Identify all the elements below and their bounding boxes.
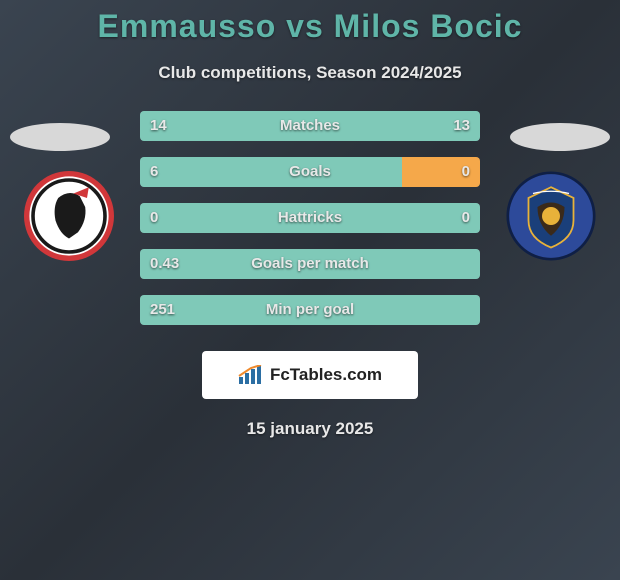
stat-value-right: 0 [462, 157, 470, 187]
brand-badge[interactable]: FcTables.com [202, 351, 418, 399]
stat-value-right: 13 [453, 111, 470, 141]
stat-value-right: 0 [462, 203, 470, 233]
stats-list: 14 Matches 13 6 Goals 0 0 Hattricks 0 0.… [140, 111, 480, 341]
chart-icon [238, 365, 262, 385]
stat-row-matches: 14 Matches 13 [140, 111, 480, 141]
stat-label: Min per goal [140, 295, 480, 325]
stat-row-min-per-goal: 251 Min per goal [140, 295, 480, 325]
comparison-panel: 14 Matches 13 6 Goals 0 0 Hattricks 0 0.… [0, 111, 620, 341]
stat-row-hattricks: 0 Hattricks 0 [140, 203, 480, 233]
club-badge-left [24, 171, 114, 261]
stat-row-goals: 6 Goals 0 [140, 157, 480, 187]
stat-label: Goals [140, 157, 480, 187]
player-slot-right [510, 123, 610, 151]
player-slot-left [10, 123, 110, 151]
stat-label: Hattricks [140, 203, 480, 233]
stat-row-goals-per-match: 0.43 Goals per match [140, 249, 480, 279]
subtitle: Club competitions, Season 2024/2025 [0, 63, 620, 83]
stat-label: Matches [140, 111, 480, 141]
brand-text: FcTables.com [270, 365, 382, 385]
date-label: 15 january 2025 [0, 419, 620, 439]
page-title: Emmausso vs Milos Bocic [0, 0, 620, 45]
stat-label: Goals per match [140, 249, 480, 279]
club-badge-right [506, 171, 596, 261]
